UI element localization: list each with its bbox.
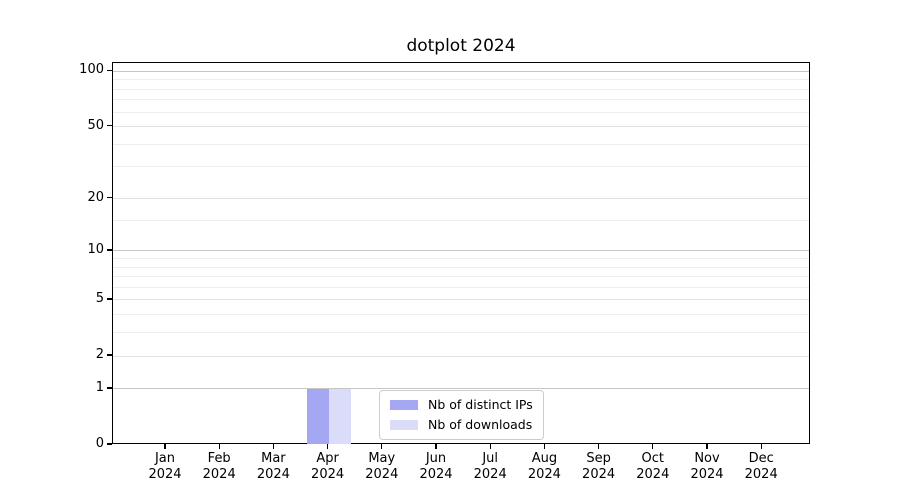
gridline-minor [113,258,809,260]
legend-swatch-downloads [390,419,418,430]
x-tick-mark [489,444,491,449]
x-tick-label: Feb 2024 [191,451,247,483]
x-tick-month: Nov [694,451,720,466]
x-tick-year: 2024 [636,467,670,482]
x-tick-mark [326,444,329,449]
x-tick-label: Jul 2024 [462,451,518,483]
x-tick-label: May 2024 [354,451,410,483]
gridline-minor [113,143,809,145]
gridline-mid [113,355,809,357]
x-tick-label: Jun 2024 [408,451,464,483]
gridline-mid [113,299,809,301]
x-tick-label: Sep 2024 [571,451,627,483]
x-tick-year: 2024 [311,467,345,482]
x-tick-year: 2024 [527,467,561,482]
bar-downloads [328,388,351,444]
x-tick-month: Feb [207,451,231,466]
x-tick-year: 2024 [690,467,724,482]
y-tick-label: 10 [87,241,104,257]
legend-label-downloads: Nb of downloads [428,417,533,432]
y-tick-label: 0 [95,436,104,451]
x-tick-mark [164,444,166,449]
legend-swatch-distinct-ips [390,399,418,410]
legend-entry-distinct-ips: Nb of distinct IPs [390,397,533,412]
plot-area: Nb of distinct IPs Nb of downloads [112,62,810,444]
x-tick-month: Mar [261,451,286,466]
x-tick-month: Oct [641,451,665,466]
x-tick-mark [760,444,762,449]
x-tick-month: May [368,451,396,466]
x-tick-mark [543,444,546,449]
y-tick-mark [107,196,112,199]
gridline-major [113,70,809,72]
x-tick-label: Apr 2024 [300,451,356,483]
gridline-minor [113,88,809,90]
gridline-major [113,388,809,390]
x-tick-mark [597,444,600,449]
y-tick-label: 20 [87,189,104,205]
gridline-minor [113,314,809,316]
x-tick-month: Aug [531,451,558,466]
x-tick-year: 2024 [148,467,182,482]
gridline-mid [113,126,809,128]
y-tick-mark [107,69,112,72]
gridline-major [113,250,809,252]
legend: Nb of distinct IPs Nb of downloads [379,390,544,440]
x-tick-mark [272,444,275,449]
x-tick-month: Jul [482,451,499,466]
x-tick-label: Oct 2024 [625,451,681,483]
x-tick-label: Dec 2024 [733,451,789,483]
x-tick-year: 2024 [202,467,236,482]
bar-distinct-ips [306,388,329,444]
gridline-minor [113,111,809,113]
legend-label-distinct-ips: Nb of distinct IPs [428,397,533,412]
x-tick-month: Sep [586,451,611,466]
gridline-minor [113,286,809,288]
x-tick-month: Jan [154,451,176,466]
y-tick-label: 50 [87,117,104,133]
y-tick-label: 2 [95,347,104,363]
y-tick-mark [107,443,112,445]
y-tick-mark [107,249,112,251]
x-tick-month: Dec [748,451,774,466]
x-tick-year: 2024 [256,467,290,482]
gridline-minor [113,220,809,222]
y-tick-mark [107,387,112,389]
gridline-minor [113,276,809,278]
y-tick-label: 100 [79,62,104,78]
legend-entry-downloads: Nb of downloads [390,417,533,432]
x-tick-mark [706,444,708,449]
x-tick-label: Nov 2024 [679,451,735,483]
y-tick-mark [107,125,112,127]
x-tick-year: 2024 [365,467,399,482]
gridline-minor [113,332,809,334]
x-tick-mark [218,444,220,449]
x-tick-label: Mar 2024 [245,451,301,483]
x-tick-year: 2024 [744,467,778,482]
x-tick-label: Jan 2024 [137,451,193,483]
x-tick-mark [435,444,437,449]
x-tick-year: 2024 [473,467,507,482]
gridline-mid [113,198,809,200]
x-tick-month: Jun [425,451,447,466]
y-tick-mark [107,354,112,356]
y-tick-label: 1 [95,379,104,395]
y-tick-mark [107,298,112,300]
x-tick-mark [652,444,654,449]
x-tick-month: Apr [316,451,339,466]
x-tick-mark [381,444,383,449]
y-tick-label: 5 [95,290,104,306]
gridline-minor [113,79,809,81]
gridline-minor [113,99,809,101]
gridline-minor [113,266,809,268]
x-tick-year: 2024 [582,467,616,482]
x-tick-year: 2024 [419,467,453,482]
chart-title: dotplot 2024 [406,36,516,56]
gridline-minor [113,166,809,168]
x-tick-label: Aug 2024 [516,451,572,483]
